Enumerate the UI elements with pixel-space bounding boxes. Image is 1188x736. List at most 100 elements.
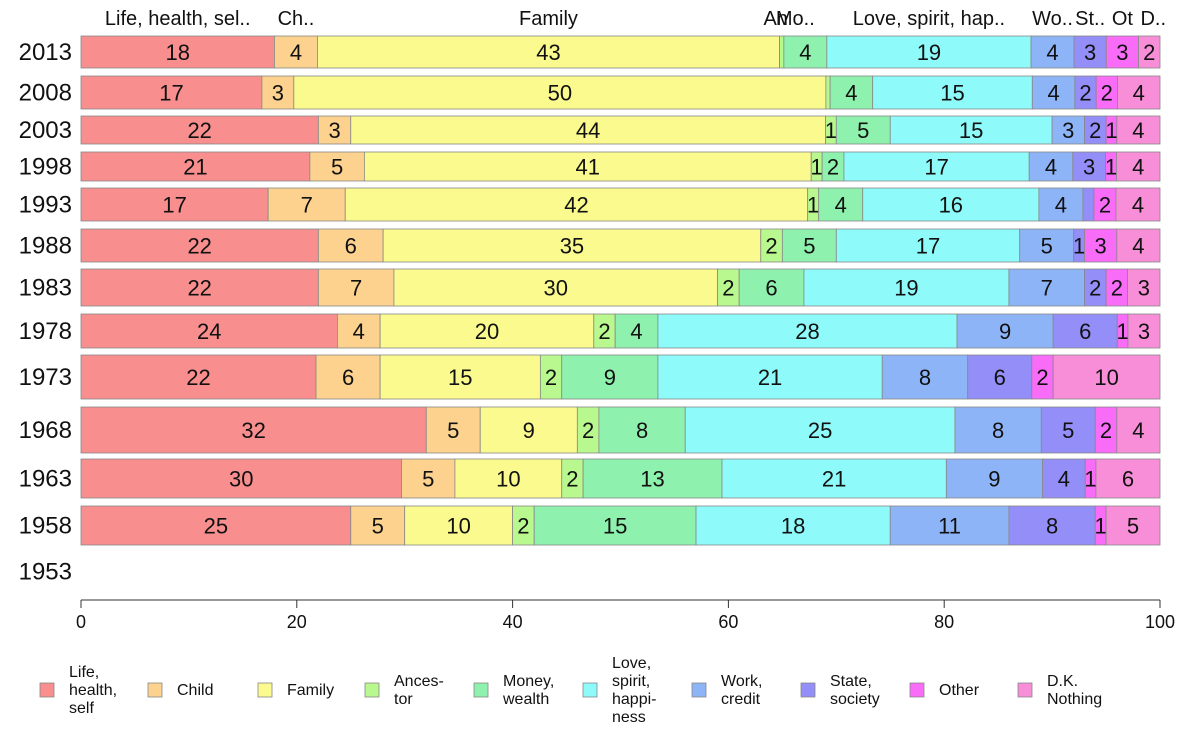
legend-label-4-0: Money, — [503, 673, 554, 690]
bar-segment-1988-8 — [1084, 228, 1118, 263]
bar-segment-1973-1 — [315, 354, 381, 400]
data-label-1983-1: 7 — [350, 276, 362, 301]
data-label-1978-3: 2 — [598, 319, 610, 344]
bar-segment-1963-5 — [721, 458, 947, 499]
bar-segment-1993-1 — [267, 187, 346, 222]
data-label-1978-6: 9 — [999, 319, 1011, 344]
bar-segment-1983-4 — [738, 268, 805, 307]
bar-segment-1993-4 — [818, 187, 864, 222]
bar-segment-2013-7 — [1073, 35, 1107, 69]
x-tick-label-20: 20 — [287, 612, 307, 632]
data-label-2008-5: 15 — [940, 81, 964, 106]
bar-segment-1978-5 — [657, 313, 958, 349]
data-label-2013-1: 4 — [290, 40, 302, 65]
legend-label-7-1: society — [830, 691, 880, 708]
data-label-1978-1: 4 — [353, 319, 365, 344]
bar-segment-1983-0 — [80, 268, 319, 307]
data-label-1983-7: 2 — [1089, 276, 1101, 301]
bar-segment-1973-0 — [80, 354, 317, 400]
legend-label-5-0: Love, — [612, 655, 651, 672]
bar-segment-2013-6 — [1030, 35, 1075, 69]
data-label-1963-7: 4 — [1058, 467, 1070, 492]
data-label-2008-9: 4 — [1133, 81, 1145, 106]
data-label-2013-0: 18 — [165, 40, 189, 65]
data-label-1993-1: 7 — [301, 193, 313, 218]
bar-segment-2013-8 — [1105, 35, 1139, 69]
data-label-1983-9: 3 — [1138, 276, 1150, 301]
year-label-1993: 1993 — [19, 192, 72, 219]
data-label-1998-9: 4 — [1132, 155, 1144, 180]
year-label-1973: 1973 — [19, 364, 72, 391]
legend-label-9-1: Nothing — [1047, 691, 1102, 708]
bar-segment-2003-6 — [1051, 115, 1085, 145]
data-label-2003-0: 22 — [187, 118, 211, 143]
bar-segment-2003-2 — [350, 115, 826, 145]
legend-swatch-6 — [691, 682, 707, 698]
bar-segment-1998-0 — [80, 151, 311, 182]
legend-swatch-9 — [1017, 682, 1033, 698]
data-label-2003-3: 1 — [825, 118, 837, 143]
data-label-1958-2: 10 — [446, 514, 470, 539]
column-label-3: An — [763, 8, 787, 30]
bar-segment-1958-4 — [533, 505, 697, 546]
data-label-1998-0: 21 — [183, 155, 207, 180]
column-label-5: Love, spirit, hap.. — [853, 8, 1005, 30]
data-label-1968-8: 2 — [1100, 418, 1112, 443]
data-label-1978-8: 1 — [1116, 319, 1128, 344]
data-label-2008-6: 4 — [1047, 81, 1059, 106]
bar-segment-1983-1 — [317, 268, 395, 307]
year-label-1998: 1998 — [19, 154, 72, 181]
data-label-2003-4: 5 — [857, 118, 869, 143]
bar-segment-2008-2 — [293, 75, 827, 110]
data-label-1968-1: 5 — [447, 418, 459, 443]
data-label-2003-1: 3 — [328, 118, 340, 143]
data-label-1963-3: 2 — [566, 467, 578, 492]
year-label-1953: 1953 — [19, 559, 72, 586]
data-label-1998-5: 17 — [924, 155, 948, 180]
data-label-1963-6: 9 — [988, 467, 1000, 492]
bar-segment-1963-6 — [945, 458, 1043, 499]
data-label-1973-3: 2 — [545, 365, 557, 390]
data-label-1998-2: 41 — [576, 155, 600, 180]
data-label-1983-8: 2 — [1111, 276, 1123, 301]
bar-segment-1968-4 — [598, 406, 686, 454]
data-label-1993-0: 17 — [162, 193, 186, 218]
legend-swatch-1 — [147, 682, 163, 698]
data-label-1968-4: 8 — [636, 418, 648, 443]
bar-segment-1993-7 — [1082, 187, 1095, 222]
bar-segment-1983-9 — [1127, 268, 1161, 307]
x-tick-label-60: 60 — [718, 612, 738, 632]
data-label-2013-8: 3 — [1116, 40, 1128, 65]
x-tick-label-0: 0 — [76, 612, 86, 632]
data-label-1973-4: 9 — [604, 365, 616, 390]
data-label-1958-9: 5 — [1127, 514, 1139, 539]
bar-segment-2008-9 — [1117, 75, 1161, 110]
data-label-2003-9: 4 — [1132, 118, 1144, 143]
data-label-2013-6: 4 — [1046, 40, 1058, 65]
bar-segment-1988-5 — [835, 228, 1021, 263]
x-tick-label-80: 80 — [934, 612, 954, 632]
bar-segment-2008-6 — [1031, 75, 1076, 110]
data-label-1998-3: 1 — [811, 155, 823, 180]
data-label-1978-2: 20 — [475, 319, 499, 344]
data-label-1968-0: 32 — [241, 418, 265, 443]
legend-swatch-8 — [909, 682, 925, 698]
data-label-1963-0: 30 — [229, 467, 253, 492]
column-label-2: Family — [519, 8, 578, 30]
data-label-2008-0: 17 — [159, 81, 183, 106]
bar-segment-1963-1 — [401, 458, 456, 499]
bar-segment-1958-7 — [1008, 505, 1096, 546]
bar-segment-2003-4 — [835, 115, 891, 145]
bar-segment-1958-5 — [695, 505, 891, 546]
bar-segment-2003-9 — [1116, 115, 1161, 145]
data-label-1988-8: 3 — [1095, 234, 1107, 259]
bar-segment-2008-0 — [80, 75, 263, 110]
data-label-1968-3: 2 — [582, 418, 594, 443]
data-label-1993-5: 16 — [939, 193, 963, 218]
legend-label-3-1: tor — [394, 691, 413, 708]
data-label-1958-0: 25 — [204, 514, 228, 539]
bar-segment-1978-9 — [1127, 313, 1161, 349]
data-label-1988-1: 6 — [345, 234, 357, 259]
legend-label-7-0: State, — [830, 673, 872, 690]
bar-segment-1993-5 — [862, 187, 1040, 222]
